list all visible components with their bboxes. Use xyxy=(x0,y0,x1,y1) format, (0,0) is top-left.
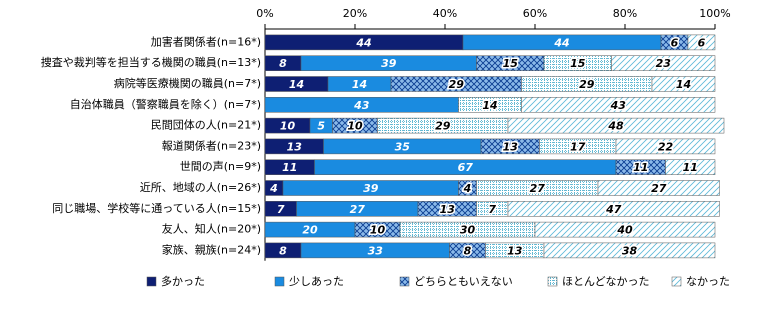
value-label: 13 xyxy=(287,140,303,153)
legend-swatch xyxy=(274,276,285,287)
bar-segment xyxy=(534,221,716,238)
category-label: 病院等医療機関の職員(n=7*) xyxy=(114,76,261,90)
value-label: 22 xyxy=(658,140,674,153)
value-label: 43 xyxy=(353,99,370,112)
value-label: 15 xyxy=(503,57,519,70)
value-label: 13 xyxy=(440,203,456,216)
value-label: 48 xyxy=(607,120,624,133)
value-label: 11 xyxy=(633,161,648,174)
value-label: 44 xyxy=(355,36,371,49)
bar-segment xyxy=(507,201,720,217)
value-label: 30 xyxy=(460,224,476,237)
value-label: 6 xyxy=(671,36,679,49)
x-tick-label: 40% xyxy=(433,7,457,20)
value-label: 35 xyxy=(395,140,411,153)
bar-segment xyxy=(687,34,716,51)
value-label: 27 xyxy=(350,203,366,216)
value-label: 67 xyxy=(458,161,474,174)
value-label: 29 xyxy=(579,78,595,91)
value-label: 14 xyxy=(289,78,304,91)
category-label: 捜査や裁判等を担当する機関の職員(n=13*) xyxy=(41,55,261,69)
bar-segment xyxy=(597,180,720,196)
bar-segment xyxy=(543,242,716,259)
value-label: 4 xyxy=(269,182,278,195)
value-label: 11 xyxy=(282,161,297,174)
category-label: 友人、知人(n=20*) xyxy=(162,222,261,236)
bar-segment xyxy=(507,117,725,134)
x-tick-label: 100% xyxy=(699,7,730,20)
value-label: 5 xyxy=(317,120,325,133)
category-label: 自治体職員（警察職員を除く）(n=7*) xyxy=(70,97,261,111)
bar-segment xyxy=(611,55,716,71)
bar-segment xyxy=(665,159,716,175)
value-label: 20 xyxy=(302,224,318,237)
value-label: 27 xyxy=(530,182,546,195)
value-label: 10 xyxy=(280,120,296,133)
category-label: 同じ職場、学校等に通っている人(n=15*) xyxy=(52,201,261,215)
category-label: 家族、親族(n=24*) xyxy=(162,242,261,256)
value-label: 7 xyxy=(277,203,285,216)
x-tick-label: 60% xyxy=(523,7,547,20)
legend-label: なかった xyxy=(686,275,730,288)
value-label: 27 xyxy=(651,182,667,195)
legend-swatch xyxy=(671,276,682,287)
x-tick-label: 80% xyxy=(613,7,637,20)
value-label: 15 xyxy=(570,57,586,70)
legend-label: 多かった xyxy=(161,274,205,288)
value-label: 29 xyxy=(449,78,465,91)
value-label: 13 xyxy=(503,140,519,153)
value-label: 40 xyxy=(616,224,633,237)
value-label: 17 xyxy=(570,140,586,153)
legend-swatch xyxy=(146,276,157,287)
value-label: 39 xyxy=(363,182,379,195)
category-label: 報道関係者(n=23*) xyxy=(162,138,261,152)
legend-swatch xyxy=(399,276,410,287)
value-label: 38 xyxy=(622,244,638,257)
category-label: 世間の声(n=9*) xyxy=(180,159,261,173)
category-label: 民間団体の人(n=21*) xyxy=(151,118,261,132)
bar-segment xyxy=(651,76,716,92)
value-label: 14 xyxy=(676,78,691,91)
value-label: 11 xyxy=(683,161,698,174)
x-tick-label: 0% xyxy=(256,7,273,20)
legend-label: ほとんどなかった xyxy=(562,275,649,288)
value-label: 4 xyxy=(463,182,472,195)
bar-segment xyxy=(521,97,716,113)
value-label: 33 xyxy=(368,244,384,257)
bar-segment xyxy=(615,138,716,155)
value-label: 23 xyxy=(656,57,672,70)
value-label: 8 xyxy=(279,244,287,257)
value-label: 14 xyxy=(482,99,497,112)
value-label: 6 xyxy=(698,36,706,49)
x-tick-label: 20% xyxy=(343,7,367,20)
value-label: 10 xyxy=(347,120,363,133)
value-label: 29 xyxy=(435,120,451,133)
value-label: 47 xyxy=(605,203,622,216)
value-label: 44 xyxy=(553,36,569,49)
legend-swatch xyxy=(547,276,558,287)
category-label: 加害者関係者(n=16*) xyxy=(151,34,261,48)
legend-label: 少しあった xyxy=(289,275,344,288)
value-label: 8 xyxy=(464,244,472,257)
value-label: 10 xyxy=(370,224,386,237)
legend-label: どちらともいえない xyxy=(414,275,513,288)
value-label: 8 xyxy=(279,57,287,70)
value-label: 43 xyxy=(610,99,627,112)
value-label: 39 xyxy=(381,57,397,70)
category-label: 近所、地域の人(n=26*) xyxy=(140,181,261,194)
value-label: 14 xyxy=(352,78,367,91)
value-label: 13 xyxy=(507,244,523,257)
value-label: 7 xyxy=(488,203,496,216)
